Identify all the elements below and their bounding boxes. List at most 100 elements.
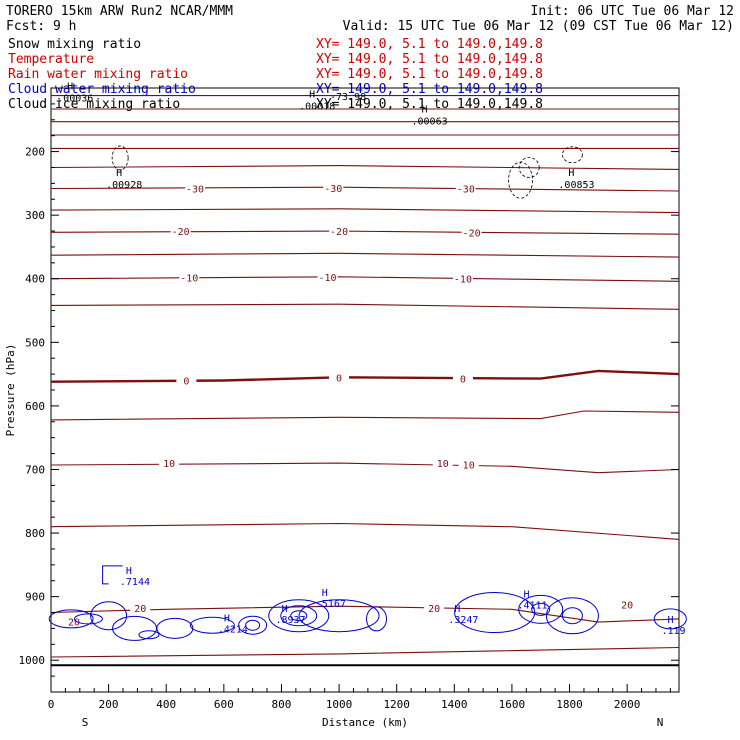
x-tick-label: 200	[99, 698, 119, 711]
isotherm-label-bg	[130, 602, 151, 614]
isotherm-label-bg	[329, 225, 350, 237]
snow-max-value: .00063	[411, 117, 447, 128]
cloud-water-contour	[48, 609, 94, 629]
y-tick-label: 700	[25, 463, 45, 476]
cloud-water-contour	[156, 617, 194, 639]
isotherm-label: 0	[460, 375, 466, 386]
isotherm-label: 20	[68, 617, 80, 628]
isotherm-15	[50, 522, 680, 540]
isotherm-label-bg	[424, 602, 445, 614]
isotherm-label: 0	[336, 373, 342, 384]
cloud-water-contour	[298, 599, 380, 633]
isotherm-label-bg	[455, 182, 476, 194]
legend-label-rain: Rain water mixing ratio	[8, 67, 188, 82]
snow-max-value: .00036	[57, 94, 93, 105]
cloud-water-contour	[138, 630, 160, 640]
cloud-water-contour	[268, 599, 330, 633]
cloud-water-contour	[245, 619, 261, 631]
isotherm-label: 20	[134, 604, 146, 615]
forecast-hour: Fcst: 9 h	[6, 19, 76, 34]
cloud-water-contour	[454, 592, 536, 634]
cloud-water-max-value: .4214	[218, 625, 248, 636]
y-tick-label: 300	[25, 209, 45, 222]
legend-label-cloud-ice: Cloud ice mixing ratio	[8, 97, 180, 112]
snow-max-value: .00928	[106, 180, 142, 191]
isotherm-label-bg	[323, 181, 344, 193]
isotherm-label-bg	[176, 374, 197, 386]
cloud-water-max-value: .119	[661, 626, 685, 637]
y-tick-label: 400	[25, 273, 45, 286]
snow-contour	[111, 145, 129, 171]
isotherm-minus-20	[50, 230, 680, 235]
y-tick-label: 800	[25, 527, 45, 540]
x-tick-label: 1200	[383, 698, 410, 711]
isotherm-label: -30	[457, 184, 475, 195]
isotherm-label-bg	[317, 270, 338, 282]
cloud-water-contour	[238, 615, 268, 635]
isotherm-label-bg	[461, 226, 482, 238]
y-axis-label: Pressure (hPa)	[4, 344, 17, 437]
isotherm-label: 10	[163, 459, 175, 470]
cloud-water-contour	[189, 616, 235, 634]
isotherm-25	[50, 646, 680, 658]
isotherm-label: -20	[330, 227, 348, 238]
snow-max-marker: H	[568, 168, 574, 179]
isotherm-label-bg	[64, 615, 85, 627]
isotherm-label-bg	[159, 457, 180, 469]
cloud-water-max-marker: H	[281, 604, 287, 615]
legend-label-snow: Snow mixing ratio	[8, 37, 141, 52]
cloud-water-contour	[518, 594, 564, 624]
x-tick-label: 0	[48, 698, 55, 711]
overlay-value: -73.98	[330, 92, 366, 103]
cloud-water-contour	[561, 607, 583, 625]
x-end-label-left: S	[82, 716, 89, 729]
x-tick-label: 1600	[499, 698, 526, 711]
plot-frame	[50, 87, 680, 693]
legend-xy-temperature: XY= 149.0, 5.1 to 149.0,149.8	[316, 52, 543, 67]
cloud-water-contour	[366, 606, 388, 632]
x-tick-label: 1800	[556, 698, 583, 711]
isotherm-label-bg	[452, 372, 473, 384]
isotherm-minus-15	[50, 252, 680, 258]
isotherm-label-bg	[452, 272, 473, 284]
snow-max-value: .00853	[558, 180, 594, 191]
cloud-water-max-marker: H	[667, 615, 673, 626]
cloud-water-max-marker: H	[224, 614, 230, 625]
isotherm-label: 20	[621, 600, 633, 611]
isotherm-label: -10	[319, 273, 337, 284]
isotherm-label: -20	[463, 228, 481, 239]
cloud-water-contour	[112, 615, 158, 641]
cloud-water-contour	[531, 602, 551, 616]
valid-time: Valid: 15 UTC Tue 06 Mar 12 (09 CST Tue …	[343, 19, 734, 34]
cloud-water-max-value: .8937	[275, 615, 305, 626]
isotherm-label: 20	[428, 604, 440, 615]
snow-max-marker: H	[421, 105, 427, 116]
cloud-water-contour	[90, 601, 128, 631]
isotherm-label-bg	[170, 225, 191, 237]
isotherm-label: -20	[172, 227, 190, 238]
isotherm-label: -30	[186, 184, 204, 195]
x-end-label-right: N	[657, 716, 664, 729]
cloud-water-max-marker: H	[126, 566, 132, 577]
snow-max-marker: H	[116, 168, 122, 179]
cloud-water-max-value: .7144	[120, 577, 150, 588]
isotherm-minus-25	[50, 208, 680, 214]
cloud-water-max-marker: H	[523, 589, 529, 600]
legend-label-cloud-water: Cloud water mixing ratio	[8, 82, 196, 97]
snow-max-marker: H	[67, 82, 73, 93]
isotherm-label-bg	[432, 457, 453, 469]
cloud-water-max-marker: H	[322, 588, 328, 599]
x-tick-label: 800	[272, 698, 292, 711]
legend-xy-rain: XY= 149.0, 5.1 to 149.0,149.8	[316, 67, 543, 82]
snow-max-marker: H	[309, 89, 315, 100]
legend-xy-snow: XY= 149.0, 5.1 to 149.0,149.8	[316, 37, 543, 52]
cloud-water-contour	[73, 613, 103, 625]
isotherm-label-bg	[458, 458, 479, 470]
isotherm-label-bg	[617, 598, 638, 610]
cloud-water-contour	[102, 565, 123, 585]
isotherm-label: 10	[463, 460, 475, 471]
y-tick-label: 900	[25, 591, 45, 604]
isotherm-label: -10	[454, 275, 472, 286]
